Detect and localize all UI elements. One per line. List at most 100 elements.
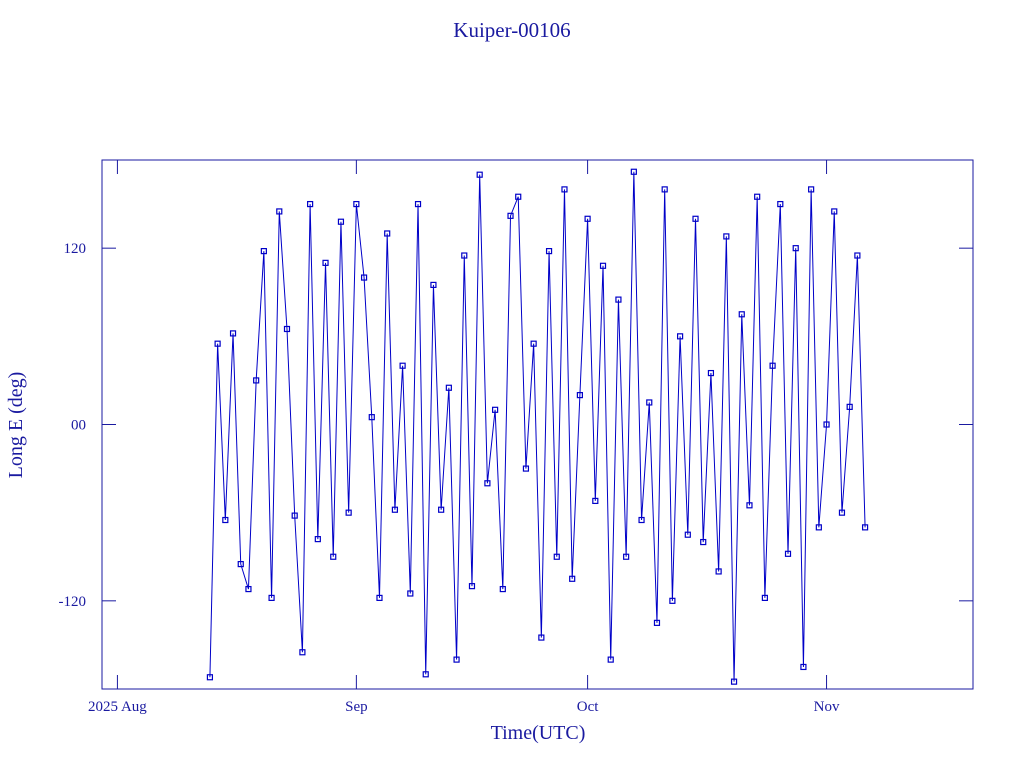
data-point [684, 531, 691, 538]
x-tick-label: Oct [577, 699, 599, 715]
data-point [846, 403, 853, 410]
data-point [792, 245, 799, 252]
y-tick-label: 00 [71, 418, 86, 434]
data-point [607, 656, 614, 663]
data-point [291, 512, 298, 519]
data-point [630, 168, 637, 175]
data-point [838, 509, 846, 516]
data-point [399, 362, 406, 369]
data-point [391, 506, 399, 513]
data-point [438, 506, 445, 513]
data-point [692, 215, 699, 222]
data-point [422, 671, 429, 678]
data-point [715, 568, 722, 575]
data-point [769, 362, 776, 369]
data-point [253, 377, 260, 384]
data-point [823, 421, 830, 428]
x-tick-label: Nov [814, 699, 840, 715]
data-point [661, 186, 668, 193]
data-point [746, 502, 753, 509]
y-tick-label: -120 [59, 594, 87, 610]
data-point [507, 212, 514, 219]
data-point [754, 193, 761, 200]
data-point [738, 311, 745, 318]
data-point [314, 536, 321, 543]
data-point [653, 619, 661, 626]
x-tick-label: Sep [345, 699, 368, 715]
data-point [260, 248, 267, 255]
data-point [492, 406, 499, 413]
data-point [476, 171, 483, 178]
data-point [538, 634, 545, 641]
data-point [345, 509, 352, 516]
data-point [330, 553, 337, 560]
data-point [584, 215, 591, 222]
data-point [808, 186, 815, 193]
data-point [283, 325, 291, 333]
data-point [229, 330, 237, 337]
data-point [761, 594, 768, 601]
data-point [407, 590, 414, 597]
data-point [530, 340, 537, 347]
data-point [337, 218, 345, 225]
data-point [245, 585, 252, 593]
data-point [561, 186, 568, 193]
data-point [522, 465, 530, 472]
data-point [484, 480, 491, 487]
data-point [299, 649, 306, 656]
data-point [307, 200, 314, 208]
data-point [599, 262, 607, 269]
data-point [384, 230, 391, 237]
data-point [707, 369, 715, 377]
data-point [515, 193, 522, 200]
data-line [209, 171, 866, 682]
data-point [700, 538, 707, 546]
data-point [430, 281, 437, 289]
data-point [831, 208, 838, 215]
data-point [638, 516, 645, 524]
data-point [777, 200, 784, 208]
data-point [461, 252, 468, 259]
data-point [414, 200, 422, 208]
data-point [576, 392, 583, 399]
data-point [784, 550, 792, 557]
data-point [353, 200, 360, 208]
data-point [730, 678, 738, 685]
data-point [499, 585, 506, 593]
chart-title: Kuiper-00106 [453, 18, 570, 42]
data-point [569, 575, 576, 582]
data-point [800, 663, 807, 671]
data-point [669, 597, 676, 604]
data-point [206, 674, 214, 681]
data-point [545, 248, 553, 255]
data-point [623, 553, 630, 560]
plot-frame [101, 159, 974, 690]
data-point [723, 233, 730, 240]
x-axis-label: Time(UTC) [491, 722, 586, 744]
data-point [646, 399, 653, 406]
data-point [468, 583, 476, 590]
data-point [553, 553, 560, 560]
data-point [861, 524, 869, 531]
data-point [222, 516, 229, 524]
data-point [368, 414, 375, 421]
data-point [854, 252, 861, 259]
data-point [453, 656, 460, 663]
data-point [237, 560, 244, 568]
data-point [815, 524, 822, 531]
data-point [592, 497, 599, 505]
y-tick-label: 120 [64, 241, 87, 257]
data-point [615, 296, 622, 303]
data-point [445, 384, 452, 391]
data-point [214, 340, 221, 347]
y-axis-label: Long E (deg) [5, 372, 27, 479]
x-tick-label: 2025 Aug [88, 699, 147, 715]
data-point [376, 594, 383, 601]
data-point [676, 333, 684, 340]
data-point [322, 259, 329, 266]
data-point [268, 594, 275, 601]
data-point [276, 208, 283, 215]
data-point [360, 274, 368, 281]
